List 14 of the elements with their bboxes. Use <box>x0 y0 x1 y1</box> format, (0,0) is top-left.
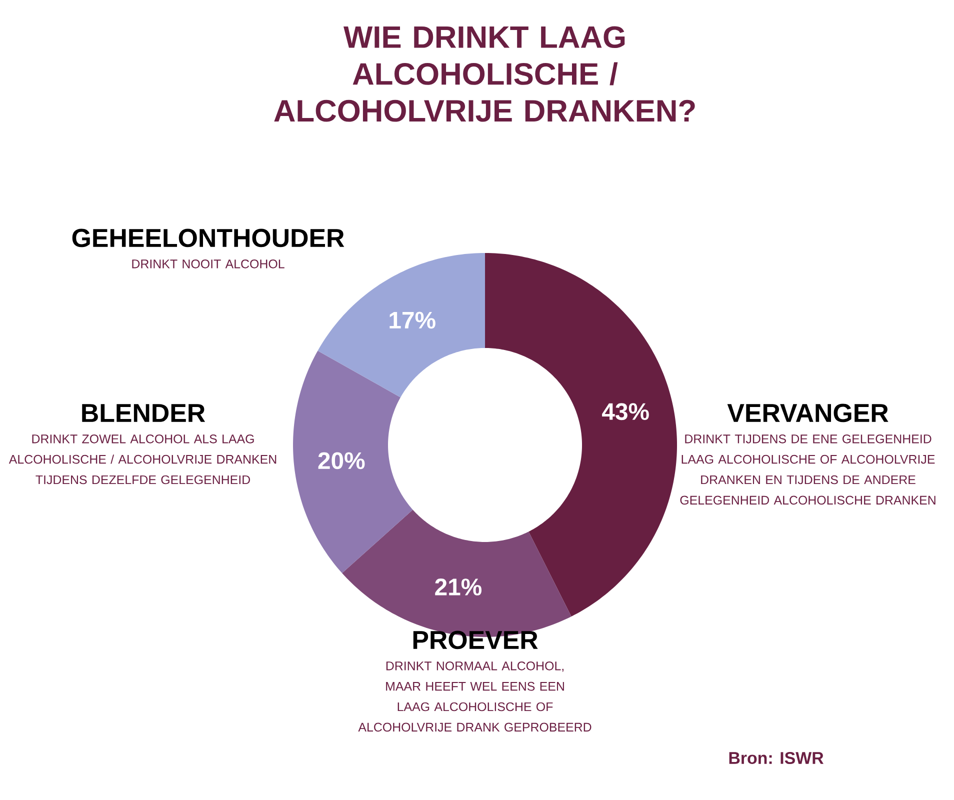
data-label: 17% <box>390 312 436 329</box>
slice-label: GEHEELONTHOUDER <box>72 228 344 248</box>
text: DRINKT ZOWEL ALCOHOL ALS LAAG ALCOHOLISCHE / ALCOHOLVRIJE DRANKEN TIJDENS DEZELFDE GELEGENHEID <box>8 434 276 484</box>
data-label: 43% <box>602 403 649 420</box>
text: DRINKT NOOIT ALCOHOL <box>132 260 284 268</box>
slice-label: VERVANGER <box>727 404 888 422</box>
chart-title: WIE DRINKT LAAG ALCOHOLISCHE / ALCOHOLVRIJE DRANKEN? <box>274 26 695 122</box>
text: DRINKT TIJDENS DE ENE GELEGENHEID LAAG ALCOHOLISCHE OF ALCOHOLVRIJE DRANKEN EN TIJDENS DE ANDERE GELEGENHEID ALCOHOLISCHE DRANKEN <box>680 434 936 505</box>
data-label: 20% <box>318 452 365 470</box>
slice-label: PROEVER <box>413 630 538 650</box>
text: DRINKT NORMAAL ALCOHOL, MAAR HEEFT WEL EENS EEN LAAG ALCOHOLISCHE OF ALCOHOLVRIJE DRANK GEPROBEERD <box>358 662 592 732</box>
text: Bron: ISWR <box>729 752 824 764</box>
slice-label: BLENDER <box>82 404 206 422</box>
data-label: 21% <box>435 578 482 596</box>
